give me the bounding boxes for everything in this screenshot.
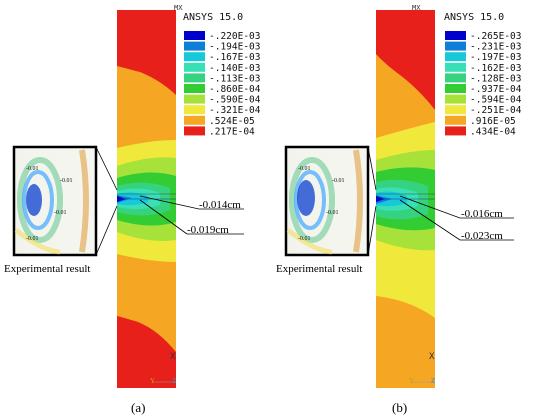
callout-leader-b2: [399, 199, 461, 241]
legend-swatch: [184, 105, 205, 115]
legend-value: -.937E-04: [470, 84, 522, 95]
legend-swatch: [445, 84, 466, 93]
callout-value-a1: -0.014cm: [199, 199, 241, 211]
callout-value-b2: -0.023cm: [461, 230, 503, 242]
legend-swatch: [184, 126, 205, 136]
legend-swatch: [445, 94, 466, 104]
inset-caption-a: Experimental result: [4, 263, 90, 275]
experimental-inset-b: -0.01 -0.01 -0.01 -0.01: [284, 145, 370, 257]
legend-value: -.590E-04: [209, 95, 261, 106]
inset-contour-label-a2: -0.01: [54, 210, 67, 216]
legend-value: .217E-04: [209, 126, 255, 137]
software-title-b: ANSYS 15.0: [444, 12, 504, 23]
legend-swatch: [445, 41, 466, 51]
callout-leader-b1: [399, 195, 461, 219]
inset-connector-b1: [367, 146, 377, 191]
axis-x-label-a: X: [170, 352, 176, 362]
legend-value: -.167E-03: [209, 52, 260, 63]
legend-swatch: [184, 115, 205, 125]
inset-contour-label-a3: -0.01: [26, 236, 39, 242]
inset-connector-a2: [95, 205, 118, 256]
inset-contour-label-b4: -0.01: [332, 178, 345, 184]
legend-value: -.251E-04: [470, 105, 522, 116]
svg-text:Z: Z: [431, 377, 435, 385]
legend-swatch: [445, 115, 466, 125]
axis-triad-b: Y Z: [409, 377, 435, 385]
svg-text:Y: Y: [150, 377, 155, 385]
axis-triad-a: Y Z: [150, 377, 176, 385]
callout-leader-a1: [139, 195, 200, 210]
axis-x-label-b: X: [429, 352, 435, 362]
legend-value: -.128E-03: [470, 73, 521, 84]
legend-value: .434E-04: [470, 126, 516, 137]
contour-strip-b: [376, 10, 435, 388]
legend-swatch: [445, 31, 466, 40]
inset-contour-label-b2: -0.01: [326, 210, 339, 216]
callout-value-b1: -0.016cm: [461, 208, 503, 220]
experimental-inset-a: -0.01 -0.01 -0.01 -0.01: [12, 145, 98, 257]
panel-b: MX X Y Z ANSYS 15.0 -.265E-03-.231E-03-.…: [276, 4, 522, 415]
legend-value: .916E-05: [470, 116, 516, 127]
legend-swatch: [184, 62, 205, 72]
software-title-a: ANSYS 15.0: [183, 12, 243, 23]
legend-value: -.860E-04: [209, 84, 261, 95]
legend-swatch: [184, 73, 205, 83]
max-marker-b: MX: [412, 4, 421, 12]
legend-value: -.113E-03: [209, 73, 260, 84]
legend-b: -.265E-03-.231E-03-.197E-03-.162E-03-.12…: [445, 31, 522, 137]
legend-value: -.197E-03: [470, 52, 521, 63]
inset-contour-label-b3: -0.01: [298, 236, 311, 242]
legend-swatch: [184, 52, 205, 62]
legend-swatch: [184, 94, 205, 104]
legend-swatch: [445, 73, 466, 83]
legend-value: -.231E-03: [470, 42, 521, 53]
max-marker-a: MX: [174, 4, 183, 12]
svg-text:Z: Z: [172, 377, 176, 385]
legend-value: -.321E-04: [209, 105, 261, 116]
callout-leader-a2: [139, 199, 188, 235]
legend-value: -.220E-03: [209, 31, 260, 42]
legend-a: -.220E-03-.194E-03-.167E-03-.140E-03-.11…: [184, 31, 261, 137]
legend-value: -.162E-03: [470, 63, 521, 74]
legend-value: -.140E-03: [209, 63, 260, 74]
legend-value: .524E-05: [209, 116, 255, 127]
svg-text:Y: Y: [409, 377, 414, 385]
inset-contour-label-b1: -0.01: [298, 166, 311, 172]
legend-swatch: [184, 31, 205, 40]
panel-label-a: (a): [131, 400, 145, 415]
legend-swatch: [184, 84, 205, 93]
panel-label-b: (b): [392, 400, 407, 415]
legend-swatch: [445, 126, 466, 136]
inset-contour-label-a4: -0.01: [60, 178, 73, 184]
panel-a: MX X Y Z ANSYS 15.0 -.220E-03-.194E-03-.…: [4, 4, 261, 415]
legend-value: -.594E-04: [470, 95, 522, 106]
callout-value-a2: -0.019cm: [187, 224, 229, 236]
legend-value: -.265E-03: [470, 31, 521, 42]
legend-value: -.194E-03: [209, 42, 260, 53]
legend-swatch: [184, 41, 205, 51]
inset-caption-b: Experimental result: [276, 263, 362, 275]
legend-swatch: [445, 105, 466, 115]
inset-contour-label-a1: -0.01: [26, 166, 39, 172]
contour-strip-a: [117, 10, 176, 388]
legend-swatch: [445, 52, 466, 62]
inset-connector-b2: [367, 205, 377, 256]
legend-swatch: [445, 62, 466, 72]
inset-connector-a1: [95, 146, 118, 191]
